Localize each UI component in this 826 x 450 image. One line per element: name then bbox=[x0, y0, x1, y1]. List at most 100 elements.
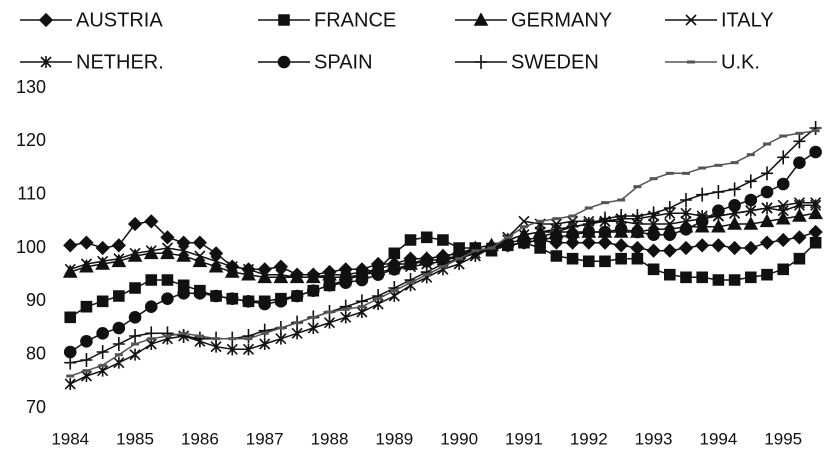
marker bbox=[550, 225, 563, 239]
y-tick-label: 70 bbox=[26, 397, 46, 417]
marker bbox=[307, 271, 319, 283]
marker bbox=[112, 337, 125, 351]
marker bbox=[761, 166, 774, 181]
marker bbox=[582, 217, 595, 231]
marker bbox=[679, 223, 693, 236]
marker bbox=[792, 208, 807, 222]
marker bbox=[647, 228, 660, 241]
marker bbox=[80, 353, 93, 367]
marker bbox=[566, 252, 579, 265]
marker bbox=[581, 235, 596, 250]
legend-label: FRANCE bbox=[314, 9, 396, 31]
marker bbox=[161, 274, 174, 286]
marker bbox=[630, 240, 645, 256]
marker bbox=[663, 228, 677, 241]
marker bbox=[113, 253, 125, 265]
marker bbox=[209, 289, 223, 303]
marker bbox=[144, 300, 158, 313]
marker bbox=[64, 378, 76, 390]
marker bbox=[129, 329, 142, 343]
marker bbox=[808, 205, 823, 220]
marker bbox=[664, 218, 676, 230]
marker bbox=[727, 216, 742, 230]
marker bbox=[97, 255, 109, 267]
marker bbox=[777, 150, 790, 165]
marker bbox=[161, 292, 174, 305]
marker bbox=[178, 245, 190, 257]
marker bbox=[685, 14, 697, 26]
marker bbox=[129, 282, 141, 294]
x-tick-label: 1988 bbox=[311, 429, 349, 448]
marker bbox=[598, 211, 611, 226]
legend-label: ITALY bbox=[721, 9, 774, 31]
marker bbox=[712, 185, 725, 199]
marker bbox=[274, 295, 288, 308]
marker bbox=[678, 240, 694, 256]
marker bbox=[775, 210, 791, 225]
legend-label: SWEDEN bbox=[511, 51, 599, 73]
marker bbox=[793, 252, 806, 265]
y-tick-label: 90 bbox=[26, 290, 46, 310]
marker bbox=[258, 323, 271, 338]
marker bbox=[224, 264, 240, 278]
marker bbox=[96, 295, 109, 308]
marker bbox=[145, 274, 158, 286]
legend-label: U.K. bbox=[721, 51, 760, 73]
marker bbox=[242, 295, 255, 308]
marker bbox=[371, 268, 385, 281]
marker bbox=[744, 193, 758, 207]
marker bbox=[95, 240, 110, 256]
marker bbox=[278, 14, 290, 26]
marker bbox=[759, 213, 775, 228]
marker bbox=[291, 271, 303, 283]
marker bbox=[712, 204, 725, 217]
marker bbox=[112, 321, 126, 335]
marker bbox=[388, 247, 401, 260]
x-tick-label: 1990 bbox=[440, 429, 478, 448]
marker bbox=[534, 230, 547, 245]
marker bbox=[192, 253, 208, 268]
marker bbox=[144, 214, 159, 229]
marker bbox=[194, 250, 206, 262]
marker bbox=[192, 235, 208, 250]
marker bbox=[475, 55, 487, 69]
x-tick-label: 1993 bbox=[635, 429, 673, 448]
marker bbox=[582, 255, 595, 268]
marker bbox=[809, 121, 822, 135]
marker bbox=[776, 232, 791, 248]
marker bbox=[160, 245, 175, 260]
marker bbox=[809, 145, 822, 159]
marker bbox=[810, 199, 822, 212]
marker bbox=[64, 355, 77, 370]
marker bbox=[242, 263, 255, 275]
marker bbox=[339, 299, 352, 314]
marker bbox=[518, 215, 530, 227]
marker bbox=[597, 235, 613, 250]
marker bbox=[259, 338, 271, 350]
marker bbox=[663, 201, 676, 215]
marker bbox=[792, 230, 807, 245]
marker bbox=[631, 252, 644, 265]
marker bbox=[129, 247, 141, 259]
marker bbox=[63, 238, 78, 253]
marker bbox=[404, 234, 417, 246]
marker bbox=[193, 331, 206, 346]
marker bbox=[712, 274, 725, 286]
marker bbox=[420, 231, 433, 244]
marker bbox=[145, 245, 157, 257]
marker bbox=[404, 257, 417, 271]
marker bbox=[339, 276, 353, 289]
marker bbox=[695, 238, 710, 253]
marker bbox=[680, 207, 692, 220]
marker bbox=[728, 199, 741, 212]
marker bbox=[113, 290, 125, 302]
marker bbox=[728, 274, 741, 286]
x-tick-label: 1995 bbox=[764, 429, 802, 448]
marker bbox=[80, 300, 93, 313]
marker bbox=[128, 311, 142, 324]
marker bbox=[663, 268, 676, 281]
marker bbox=[696, 187, 709, 202]
y-tick-label: 110 bbox=[17, 183, 46, 203]
marker bbox=[808, 224, 823, 240]
marker bbox=[599, 255, 611, 268]
